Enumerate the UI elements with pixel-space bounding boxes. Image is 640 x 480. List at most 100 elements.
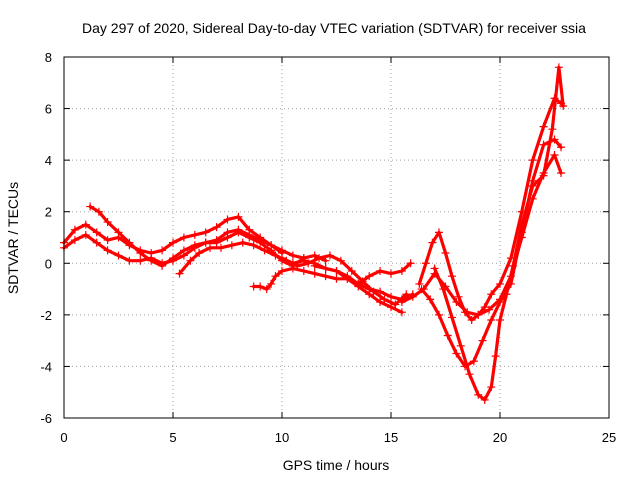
data-point [354, 279, 363, 288]
y-tick-label: 8 [45, 50, 52, 65]
series-line [433, 65, 565, 402]
data-point [238, 238, 247, 247]
data-point [256, 238, 265, 247]
tick-labels: 0 5 10 15 20 25 -6 -4 -2 0 2 4 6 8 [40, 50, 616, 445]
data-point [380, 295, 389, 304]
series-group [60, 63, 568, 404]
data-point [426, 295, 435, 304]
x-tick-label: 15 [384, 430, 398, 445]
data-point [387, 292, 395, 301]
data-point [136, 256, 145, 265]
data-point [397, 297, 406, 306]
series-line [400, 153, 563, 317]
data-point [175, 269, 184, 278]
x-axis-label: GPS time / hours [283, 457, 390, 473]
data-point [517, 220, 526, 229]
data-point [169, 238, 177, 247]
data-point [271, 272, 280, 281]
data-point [321, 272, 330, 281]
chart-title: Day 297 of 2020, Sidereal Day-to-day VTE… [82, 20, 586, 36]
data-point [550, 150, 559, 159]
data-point [347, 267, 356, 276]
data-point [461, 308, 470, 317]
data-point [397, 308, 406, 317]
data-point [480, 395, 489, 404]
x-tick-label: 10 [275, 430, 289, 445]
x-tick-label: 5 [169, 430, 176, 445]
data-point [376, 297, 385, 306]
data-point [485, 305, 494, 314]
data-point [288, 259, 297, 268]
data-point [278, 254, 286, 263]
data-point [267, 279, 276, 288]
y-tick-label: -2 [40, 308, 52, 323]
x-tick-label: 0 [60, 430, 67, 445]
data-point [262, 285, 271, 294]
data-point [114, 228, 123, 237]
data-point [223, 215, 232, 224]
data-point [249, 241, 258, 250]
data-point [365, 272, 374, 281]
data-point [487, 383, 496, 392]
data-point [443, 331, 452, 340]
data-point [387, 269, 395, 278]
data-point [288, 251, 297, 260]
x-tick-label: 25 [602, 430, 616, 445]
data-point [448, 313, 457, 322]
data-point [474, 310, 483, 319]
data-point [158, 246, 167, 255]
data-point [315, 254, 324, 263]
grid [64, 57, 609, 418]
data-point [557, 169, 566, 178]
data-point [415, 279, 424, 288]
data-point [502, 290, 511, 299]
data-point [391, 300, 400, 309]
data-point [387, 303, 395, 312]
data-point [321, 264, 330, 273]
data-point [81, 230, 90, 239]
data-point [190, 230, 199, 239]
data-point [256, 282, 265, 291]
x-tick-label: 20 [493, 430, 507, 445]
data-point [103, 236, 112, 245]
series-line [419, 137, 563, 368]
data-point [271, 251, 280, 260]
data-point [158, 261, 167, 270]
data-point [528, 181, 537, 190]
data-point [454, 292, 463, 301]
data-point [559, 101, 568, 110]
data-point [509, 261, 518, 270]
data-point [299, 256, 308, 265]
data-point [169, 254, 177, 263]
data-point [467, 316, 476, 325]
data-point [496, 316, 504, 325]
data-point [480, 303, 489, 312]
data-point [223, 233, 232, 242]
data-point [216, 243, 225, 252]
data-point [310, 269, 319, 278]
data-point [212, 238, 221, 247]
series-trace-9 [415, 94, 566, 325]
data-point [179, 246, 188, 255]
data-point [92, 238, 101, 247]
data-point [206, 243, 215, 252]
y-tick-label: 4 [45, 153, 52, 168]
data-point [227, 241, 236, 250]
data-point [201, 228, 210, 237]
data-point [81, 220, 90, 229]
data-point [278, 267, 286, 276]
data-point [114, 251, 123, 260]
data-point [70, 236, 79, 245]
data-point [406, 259, 415, 268]
data-point [487, 290, 496, 299]
data-point [448, 272, 457, 281]
data-point [496, 297, 504, 306]
data-point [125, 238, 134, 247]
data-point [190, 241, 199, 250]
data-point [234, 212, 243, 221]
data-point [186, 256, 195, 265]
data-point [491, 352, 500, 361]
data-point [408, 292, 417, 301]
